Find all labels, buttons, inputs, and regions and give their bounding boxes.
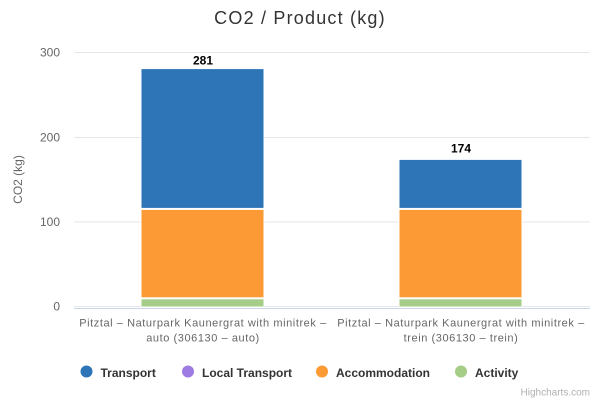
svg-text:Transport: Transport bbox=[101, 366, 156, 380]
svg-text:Pitztal – Naturpark Kaunergrat: Pitztal – Naturpark Kaunergrat with mini… bbox=[337, 318, 585, 330]
svg-text:100: 100 bbox=[40, 215, 60, 229]
svg-text:Accommodation: Accommodation bbox=[336, 366, 430, 380]
svg-text:Local Transport: Local Transport bbox=[202, 366, 292, 380]
svg-text:auto (306130 – auto): auto (306130 – auto) bbox=[146, 333, 260, 345]
svg-text:0: 0 bbox=[53, 300, 60, 314]
svg-text:281: 281 bbox=[193, 54, 213, 68]
svg-text:CO2 / Product (kg): CO2 / Product (kg) bbox=[214, 8, 386, 28]
svg-text:300: 300 bbox=[40, 46, 60, 60]
svg-text:trein (306130 – trein): trein (306130 – trein) bbox=[404, 333, 519, 345]
svg-text:CO2 (kg): CO2 (kg) bbox=[11, 155, 25, 204]
svg-text:Highcharts.com: Highcharts.com bbox=[521, 388, 590, 399]
svg-text:Activity: Activity bbox=[475, 366, 519, 380]
svg-text:174: 174 bbox=[451, 142, 471, 156]
svg-text:200: 200 bbox=[40, 131, 60, 145]
svg-text:Pitztal – Naturpark Kaunergrat: Pitztal – Naturpark Kaunergrat with mini… bbox=[79, 318, 327, 330]
